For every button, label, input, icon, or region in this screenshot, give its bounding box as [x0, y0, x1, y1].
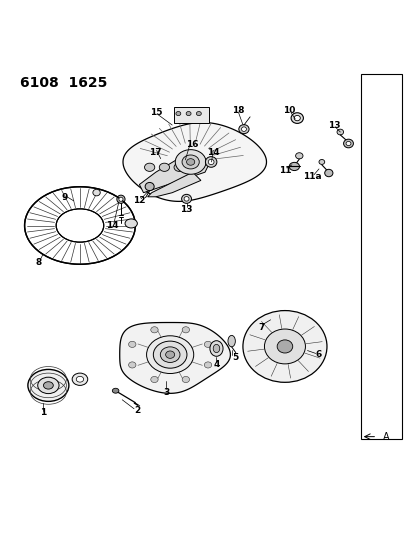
- Ellipse shape: [276, 340, 292, 353]
- Text: 17: 17: [149, 148, 162, 157]
- Ellipse shape: [336, 129, 343, 135]
- Ellipse shape: [186, 159, 194, 165]
- Polygon shape: [119, 322, 230, 393]
- Ellipse shape: [144, 163, 155, 172]
- Polygon shape: [147, 172, 200, 197]
- Ellipse shape: [160, 347, 180, 362]
- Ellipse shape: [196, 111, 201, 116]
- Text: 11a: 11a: [302, 172, 321, 181]
- Ellipse shape: [28, 369, 69, 401]
- Ellipse shape: [25, 187, 135, 264]
- Ellipse shape: [128, 341, 136, 348]
- Ellipse shape: [227, 335, 235, 347]
- Ellipse shape: [186, 111, 191, 116]
- Polygon shape: [272, 313, 284, 333]
- Polygon shape: [295, 321, 312, 340]
- Ellipse shape: [208, 159, 213, 165]
- Ellipse shape: [238, 125, 249, 134]
- Ellipse shape: [181, 195, 191, 204]
- Ellipse shape: [128, 362, 136, 368]
- Ellipse shape: [153, 341, 187, 368]
- Text: 11: 11: [279, 166, 291, 175]
- Ellipse shape: [318, 159, 324, 164]
- Ellipse shape: [175, 150, 206, 174]
- Text: 14: 14: [207, 148, 219, 157]
- Text: 15: 15: [150, 108, 162, 117]
- Polygon shape: [254, 322, 276, 337]
- Polygon shape: [288, 313, 294, 334]
- Text: 13: 13: [327, 120, 339, 130]
- Ellipse shape: [174, 163, 184, 172]
- Polygon shape: [292, 356, 314, 370]
- Bar: [174, 108, 209, 123]
- Polygon shape: [299, 350, 324, 356]
- Polygon shape: [245, 337, 270, 343]
- Ellipse shape: [119, 197, 123, 201]
- Ellipse shape: [43, 382, 53, 389]
- Ellipse shape: [151, 327, 158, 333]
- Text: 5: 5: [231, 353, 238, 362]
- Text: 8: 8: [35, 258, 41, 267]
- Ellipse shape: [289, 163, 299, 171]
- Ellipse shape: [343, 139, 353, 148]
- Ellipse shape: [241, 127, 246, 132]
- Ellipse shape: [182, 327, 189, 333]
- Ellipse shape: [145, 182, 154, 191]
- Ellipse shape: [184, 197, 189, 201]
- Polygon shape: [284, 360, 297, 379]
- Polygon shape: [300, 336, 323, 346]
- Ellipse shape: [117, 195, 125, 204]
- Ellipse shape: [151, 376, 158, 383]
- Ellipse shape: [264, 329, 305, 364]
- Text: 9: 9: [61, 193, 67, 202]
- Polygon shape: [245, 346, 269, 357]
- Ellipse shape: [76, 376, 83, 382]
- Text: 10: 10: [283, 106, 295, 115]
- Ellipse shape: [56, 209, 103, 242]
- Ellipse shape: [182, 376, 189, 383]
- Ellipse shape: [209, 341, 222, 356]
- Polygon shape: [256, 353, 273, 372]
- Bar: [360, 74, 401, 439]
- Ellipse shape: [93, 189, 100, 196]
- Ellipse shape: [159, 163, 169, 172]
- Ellipse shape: [72, 373, 88, 385]
- Text: 16: 16: [185, 140, 198, 149]
- Polygon shape: [139, 160, 209, 193]
- Text: 4: 4: [213, 360, 219, 369]
- Ellipse shape: [205, 157, 216, 167]
- Ellipse shape: [204, 362, 211, 368]
- Ellipse shape: [294, 116, 299, 121]
- Text: 14: 14: [106, 221, 119, 230]
- Text: 13: 13: [180, 205, 192, 214]
- Text: 6108  1625: 6108 1625: [20, 76, 108, 90]
- Ellipse shape: [146, 336, 193, 374]
- Text: A: A: [382, 432, 389, 442]
- Ellipse shape: [182, 155, 199, 169]
- Text: 6: 6: [315, 350, 321, 359]
- Ellipse shape: [175, 111, 180, 116]
- Ellipse shape: [204, 341, 211, 348]
- Ellipse shape: [165, 351, 174, 358]
- Text: 1: 1: [40, 408, 46, 417]
- Ellipse shape: [112, 388, 119, 393]
- Ellipse shape: [38, 377, 59, 393]
- Text: 7: 7: [258, 322, 264, 332]
- Ellipse shape: [295, 153, 302, 159]
- Polygon shape: [274, 359, 281, 380]
- Text: 18: 18: [231, 106, 243, 115]
- Text: 12: 12: [133, 196, 145, 205]
- Ellipse shape: [345, 141, 350, 146]
- Ellipse shape: [213, 344, 219, 353]
- Polygon shape: [123, 123, 266, 201]
- Ellipse shape: [324, 169, 332, 177]
- Ellipse shape: [290, 113, 303, 124]
- Ellipse shape: [242, 311, 326, 382]
- Ellipse shape: [125, 219, 137, 228]
- Text: 2: 2: [134, 406, 140, 415]
- Text: 3: 3: [162, 388, 169, 397]
